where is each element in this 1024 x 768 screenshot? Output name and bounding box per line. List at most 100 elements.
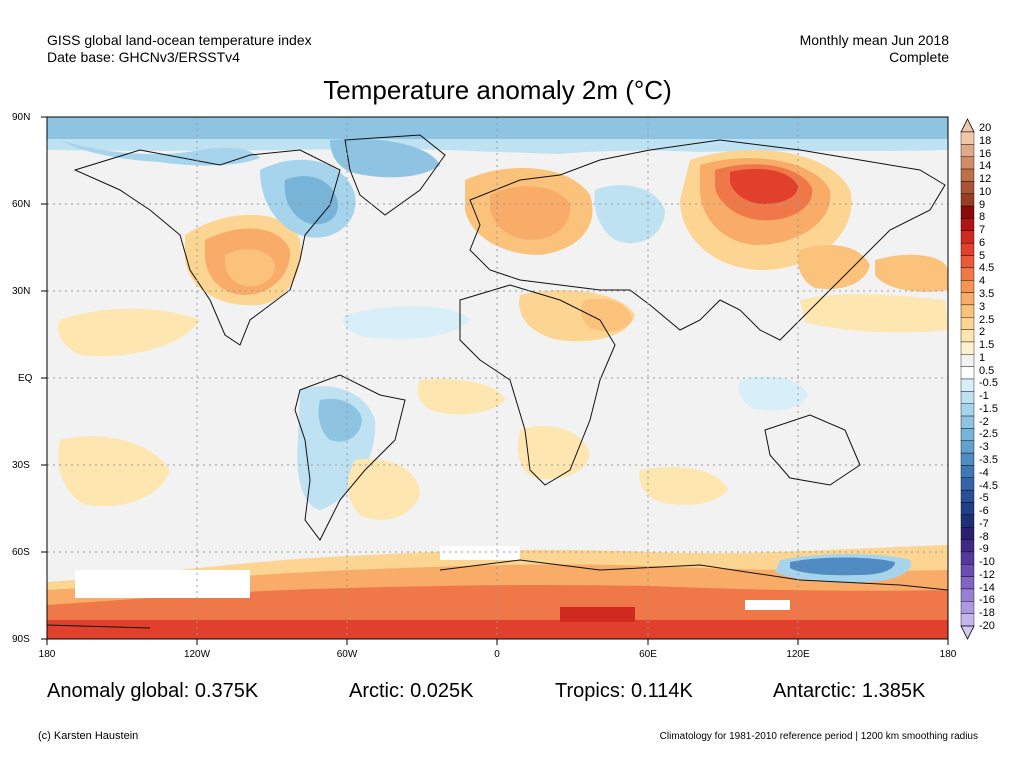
dataset-base: Date base: GHCNv3/ERSSTv4 <box>47 49 240 65</box>
colorbar-swatch <box>960 391 975 404</box>
global-anomaly: Anomaly global: 0.375K <box>47 680 259 702</box>
colorbar-swatch <box>960 242 975 256</box>
climatology-note: Climatology for 1981-2010 reference peri… <box>659 731 978 742</box>
lon-label-180w: 180 <box>38 649 56 660</box>
colorbar-label: 0.5 <box>979 364 995 377</box>
lat-label-90n: 90N <box>12 112 31 123</box>
colorbar-swatch <box>960 131 975 145</box>
lat-label-60s: 60S <box>12 547 30 558</box>
colorbar-label: 16 <box>979 147 992 160</box>
colorbar-label: -3.5 <box>979 454 998 466</box>
colorbar-label: -18 <box>979 607 995 620</box>
colorbar-label: -7 <box>979 517 989 530</box>
colorbar-swatch <box>960 601 975 614</box>
anomaly-field <box>47 117 948 639</box>
colorbar-label: 4.5 <box>979 262 995 275</box>
coastlines <box>47 134 948 629</box>
colorbar-label: -2.5 <box>979 428 998 441</box>
lon-label-120e: 120E <box>786 649 810 660</box>
period-label: Monthly mean Jun 2018 <box>799 32 949 48</box>
colorbar-swatch <box>960 267 975 281</box>
lat-label-60n: 60N <box>12 199 31 210</box>
colorbar-swatch <box>960 156 975 170</box>
colorbar-swatch <box>960 230 975 244</box>
colorbar-label: 12 <box>979 173 992 186</box>
lon-label-60e: 60E <box>639 649 657 660</box>
colorbar-swatch <box>960 403 975 417</box>
colorbar-label: -1.5 <box>979 402 998 415</box>
colorbar-swatch <box>960 452 975 466</box>
axis-ticks <box>41 116 949 645</box>
colorbar-label: -20 <box>979 620 995 632</box>
lat-label-eq: EQ <box>18 373 33 384</box>
colorbar-swatch <box>960 440 975 454</box>
colorbar-label: 14 <box>979 160 992 173</box>
colorbar-swatch <box>960 317 975 330</box>
colorbar-label: 20 <box>979 122 992 134</box>
colorbar-label: 1 <box>979 351 986 364</box>
lon-label-60w: 60W <box>336 649 358 660</box>
colorbar-swatch <box>960 280 975 293</box>
colorbar-label: 8 <box>979 211 986 224</box>
colorbar-label: -12 <box>979 568 995 581</box>
colorbar-label: 6 <box>979 236 986 249</box>
colorbar-swatch <box>960 205 975 219</box>
colorbar-swatch <box>960 527 975 540</box>
lon-label-0: 0 <box>494 649 500 660</box>
colorbar-swatch <box>960 539 975 553</box>
colorbar-swatch <box>960 292 975 306</box>
colorbar-label: -9 <box>979 543 989 556</box>
colorbar-swatch <box>960 193 975 207</box>
colorbar-swatch <box>960 366 975 380</box>
colorbar-swatch <box>960 477 975 491</box>
colorbar-label: -3 <box>979 441 989 454</box>
colorbar-label: 5 <box>979 249 986 262</box>
colorbar-max-arrow <box>960 118 975 133</box>
colorbar-swatch <box>960 576 975 590</box>
colorbar-swatch <box>960 144 975 157</box>
colorbar-min-arrow <box>960 625 975 640</box>
colorbar-swatch <box>960 341 975 355</box>
colorbar-label: 9 <box>979 198 986 211</box>
lon-label-120w: 120W <box>183 649 211 660</box>
credit: (c) Karsten Haustein <box>38 730 139 742</box>
colorbar-label: 18 <box>979 134 992 147</box>
lat-label-30s: 30S <box>12 460 30 471</box>
colorbar-swatch <box>960 329 975 343</box>
colorbar-swatch <box>960 255 975 269</box>
colorbar-label: 10 <box>979 185 992 198</box>
colorbar-swatch <box>960 465 975 479</box>
colorbar-label: 2.5 <box>979 313 995 326</box>
colorbar-label: -4.5 <box>979 479 998 492</box>
colorbar-swatch <box>960 428 975 441</box>
colorbar-label: 1.5 <box>979 339 995 352</box>
dataset-title: GISS global land-ocean temperature index <box>47 32 312 48</box>
colorbar-swatch <box>960 218 975 231</box>
graticule <box>47 117 948 639</box>
colorbar-label: -4 <box>979 466 989 479</box>
colorbar-swatch <box>960 181 975 194</box>
colorbar-label: -2 <box>979 415 989 428</box>
colorbar-label: 7 <box>979 224 986 237</box>
tropics-anomaly: Tropics: 0.114K <box>555 680 693 702</box>
colorbar-swatch <box>960 588 975 602</box>
colorbar-swatch <box>960 613 975 627</box>
lon-label-180e: 180 <box>939 649 957 660</box>
colorbar-swatch <box>960 415 975 429</box>
colorbar-label: 3 <box>979 300 986 313</box>
colorbar-swatch <box>960 564 975 577</box>
colorbar-label: -8 <box>979 530 989 543</box>
map-title: Temperature anomaly 2m (°C) <box>323 75 672 105</box>
colorbar-swatch <box>960 489 975 503</box>
colorbar-swatch <box>960 304 975 318</box>
lat-label-90s: 90S <box>12 634 30 645</box>
colorbar-label: 3.5 <box>979 288 995 300</box>
colorbar-label: 2 <box>979 326 986 339</box>
colorbar-swatch <box>960 502 975 516</box>
colorbar-label: 4 <box>979 275 986 288</box>
colorbar-label: -16 <box>979 594 995 607</box>
colorbar-label: -0.5 <box>979 377 998 390</box>
antarctic-anomaly: Antarctic: 1.385K <box>773 680 926 702</box>
colorbar-label: -1 <box>979 390 989 403</box>
